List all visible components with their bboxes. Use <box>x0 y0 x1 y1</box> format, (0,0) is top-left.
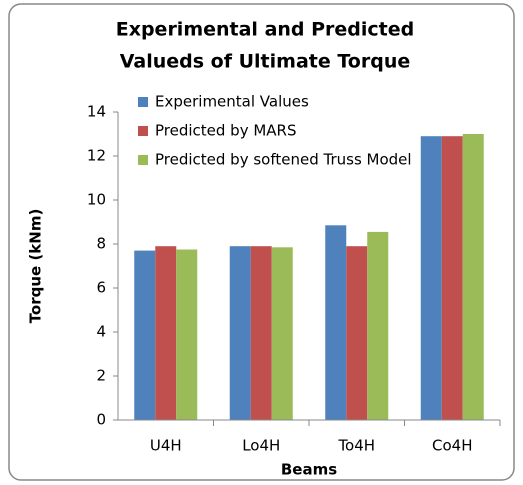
chart-title: Valueds of Ultimate Torque <box>120 51 410 73</box>
y-tick-label: 10 <box>87 191 106 209</box>
y-tick-label: 0 <box>96 411 106 429</box>
bar <box>346 246 368 420</box>
bar <box>462 134 484 420</box>
bar <box>420 136 442 420</box>
x-tick-label: U4H <box>150 437 182 455</box>
bar <box>441 136 463 420</box>
y-tick-label: 8 <box>96 235 106 253</box>
bar <box>176 249 198 420</box>
bar <box>134 250 156 420</box>
x-tick-label: To4H <box>337 437 375 455</box>
y-axis-title: Torque (kNm) <box>27 209 45 324</box>
legend-label: Experimental Values <box>155 93 309 111</box>
y-tick-label: 12 <box>87 147 106 165</box>
bar <box>325 225 347 420</box>
bar <box>155 246 177 420</box>
legend-label: Predicted by softened Truss Model <box>155 151 412 169</box>
x-tick-label: Lo4H <box>242 437 280 455</box>
x-tick-label: Co4H <box>432 437 472 455</box>
bar <box>229 246 251 420</box>
legend-label: Predicted by MARS <box>155 122 297 140</box>
legend-swatch <box>138 155 148 165</box>
bar <box>367 231 389 420</box>
y-tick-label: 4 <box>96 323 106 341</box>
legend-swatch <box>138 126 148 136</box>
bar <box>271 247 293 420</box>
y-tick-label: 2 <box>96 367 106 385</box>
x-axis-title: Beams <box>281 461 337 479</box>
y-tick-label: 14 <box>87 103 106 121</box>
legend-swatch <box>138 97 148 107</box>
bar <box>250 246 272 420</box>
y-tick-label: 6 <box>96 279 106 297</box>
chart-title: Experimental and Predicted <box>116 19 415 41</box>
